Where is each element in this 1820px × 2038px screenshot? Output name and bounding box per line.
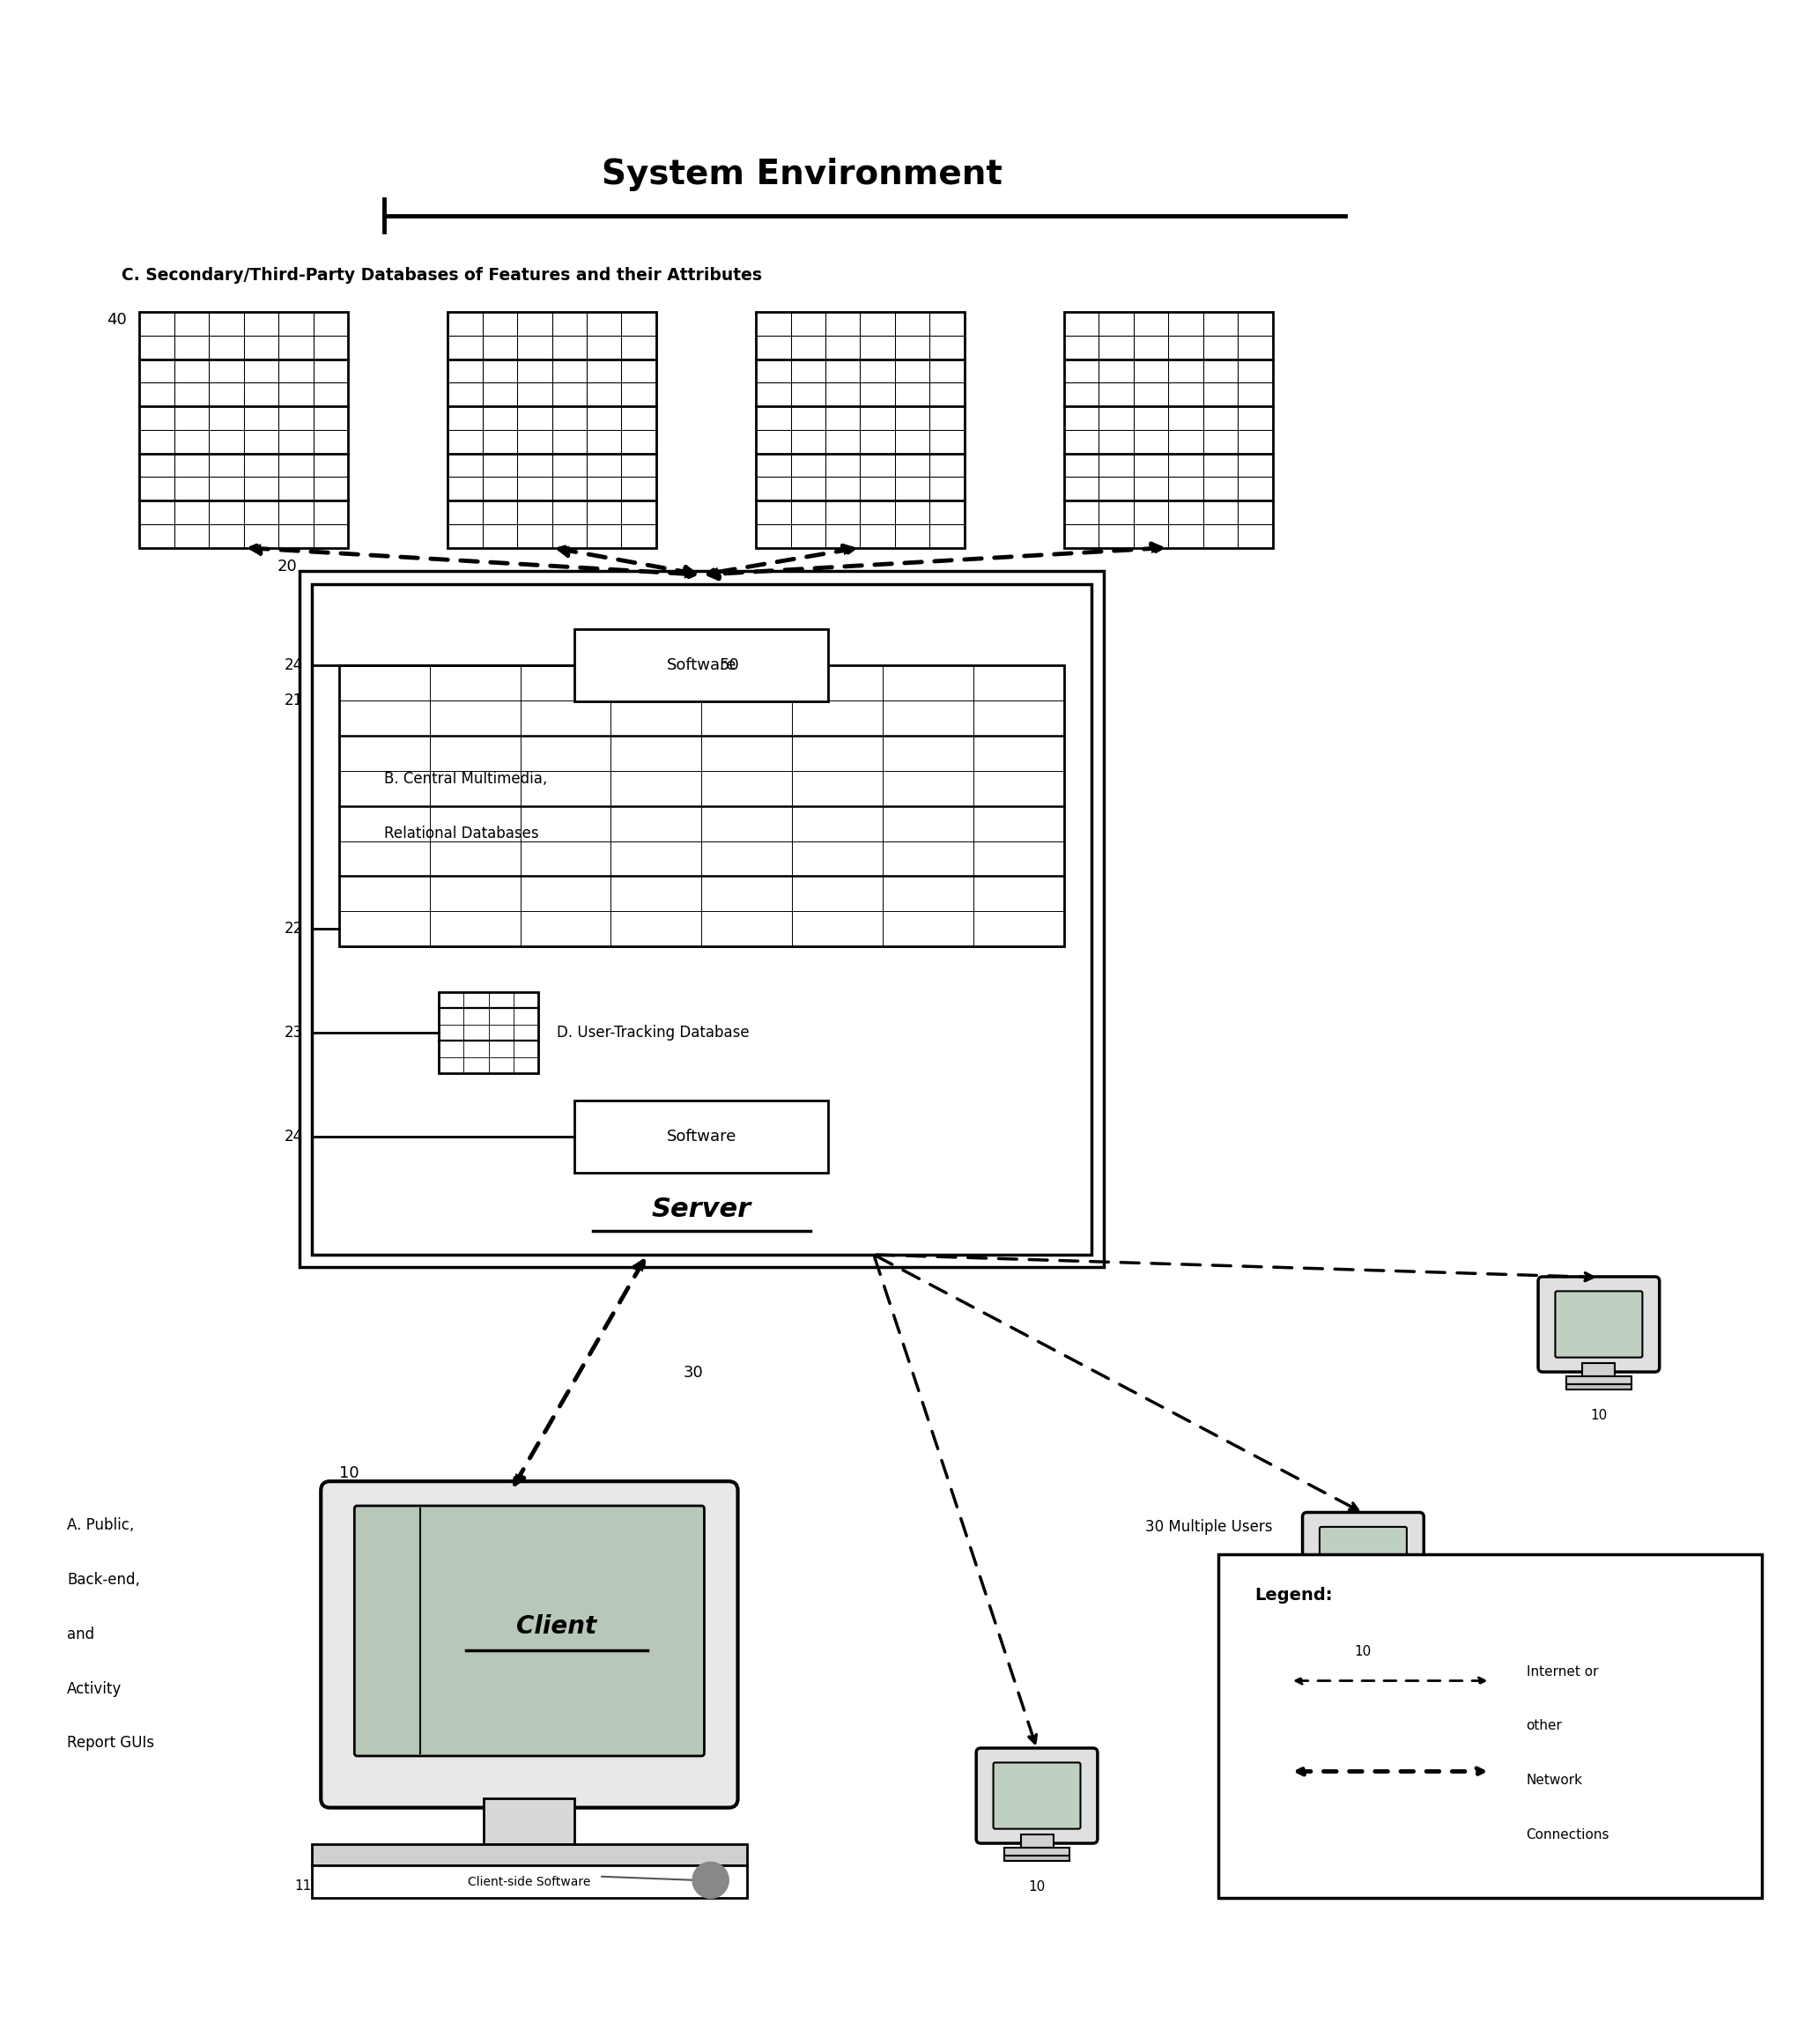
Text: 10: 10 <box>1028 1881 1045 1893</box>
Text: D. User-Tracking Database: D. User-Tracking Database <box>557 1025 750 1041</box>
Bar <box>439 993 539 1074</box>
FancyBboxPatch shape <box>355 1506 704 1757</box>
Text: 10: 10 <box>339 1465 359 1482</box>
Bar <box>339 666 1065 946</box>
Text: 10: 10 <box>1354 1645 1372 1657</box>
FancyBboxPatch shape <box>994 1763 1081 1828</box>
Text: Client: Client <box>517 1614 597 1639</box>
Text: 30: 30 <box>684 1365 704 1380</box>
Text: Server: Server <box>652 1196 752 1223</box>
Text: 21: 21 <box>284 693 302 709</box>
Bar <box>298 571 1105 1268</box>
Bar <box>1005 1857 1070 1861</box>
Text: 40: 40 <box>107 312 127 328</box>
Bar <box>1583 1363 1614 1376</box>
Text: Connections: Connections <box>1527 1828 1609 1842</box>
Text: 30 Multiple Users: 30 Multiple Users <box>1145 1518 1272 1535</box>
Bar <box>1021 1834 1054 1848</box>
Text: Relational Databases: Relational Databases <box>384 825 539 842</box>
Bar <box>311 1865 746 1897</box>
FancyBboxPatch shape <box>1303 1512 1423 1608</box>
Bar <box>1005 1848 1070 1857</box>
Bar <box>1567 1376 1631 1384</box>
Text: Network: Network <box>1527 1773 1583 1787</box>
Text: 23: 23 <box>284 1025 302 1041</box>
Bar <box>140 312 348 548</box>
Bar <box>1065 312 1272 548</box>
Text: Software: Software <box>666 1129 737 1145</box>
Text: Internet or: Internet or <box>1527 1665 1598 1679</box>
Bar <box>575 630 828 701</box>
Text: 10: 10 <box>1591 1408 1607 1423</box>
Bar <box>448 312 657 548</box>
Bar <box>1567 1384 1631 1390</box>
Text: 24: 24 <box>284 658 302 673</box>
Text: and: and <box>67 1626 95 1643</box>
Text: Legend:: Legend: <box>1254 1586 1332 1604</box>
Text: Activity: Activity <box>67 1681 122 1696</box>
Bar <box>755 312 965 548</box>
Text: System Environment: System Environment <box>602 157 1003 192</box>
Circle shape <box>692 1863 728 1897</box>
FancyBboxPatch shape <box>320 1482 737 1808</box>
Text: Back-end,: Back-end, <box>67 1571 140 1588</box>
Bar <box>575 1101 828 1174</box>
Text: 22: 22 <box>284 921 302 935</box>
Bar <box>1330 1612 1396 1620</box>
Text: 11: 11 <box>295 1879 311 1891</box>
Bar <box>484 1800 575 1844</box>
FancyBboxPatch shape <box>1556 1292 1642 1357</box>
Text: Software: Software <box>666 658 737 673</box>
FancyBboxPatch shape <box>1538 1276 1660 1372</box>
Bar <box>1347 1600 1380 1612</box>
Text: other: other <box>1527 1720 1562 1732</box>
Text: Client-side Software: Client-side Software <box>468 1875 592 1887</box>
Text: B. Central Multimedia,: B. Central Multimedia, <box>384 770 548 787</box>
Text: Report GUIs: Report GUIs <box>67 1734 155 1751</box>
FancyBboxPatch shape <box>1320 1526 1407 1594</box>
Text: C. Secondary/Third-Party Databases of Features and their Attributes: C. Secondary/Third-Party Databases of Fe… <box>122 267 763 283</box>
FancyBboxPatch shape <box>976 1749 1097 1842</box>
Text: 50: 50 <box>719 658 739 673</box>
Bar <box>1218 1553 1762 1897</box>
Text: 20: 20 <box>277 558 297 575</box>
Bar <box>311 583 1092 1255</box>
Bar <box>1330 1620 1396 1624</box>
Text: 24: 24 <box>284 1129 302 1145</box>
Text: A. Public,: A. Public, <box>67 1518 135 1533</box>
Bar <box>311 1844 746 1865</box>
